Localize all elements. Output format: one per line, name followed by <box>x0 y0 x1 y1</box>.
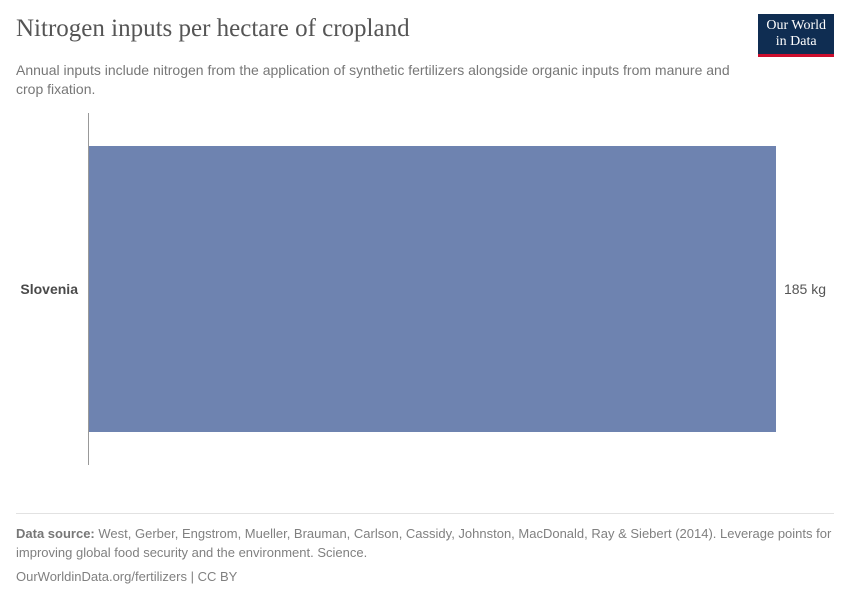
category-label: Slovenia <box>20 281 78 297</box>
footer-license: CC BY <box>198 569 238 584</box>
value-label: 185 kg <box>784 281 826 297</box>
bar-slovenia <box>89 146 776 432</box>
chart-footer: Data source: West, Gerber, Engstrom, Mue… <box>16 513 834 600</box>
footer-link[interactable]: OurWorldinData.org/fertilizers <box>16 569 187 584</box>
owid-logo[interactable]: Our World in Data <box>758 14 834 57</box>
footer-separator: | <box>187 569 198 584</box>
y-axis-labels: Slovenia <box>16 113 88 465</box>
chart-container: Nitrogen inputs per hectare of cropland … <box>0 0 850 600</box>
plot-area: 185 kg <box>88 113 834 465</box>
footer-link-row: OurWorldinData.org/fertilizers | CC BY <box>16 567 834 587</box>
chart-area: Slovenia 185 kg <box>16 113 834 513</box>
chart-title: Nitrogen inputs per hectare of cropland <box>16 14 410 44</box>
logo-line-2: in Data <box>776 34 817 50</box>
source-text: West, Gerber, Engstrom, Mueller, Brauman… <box>16 526 831 561</box>
logo-line-1: Our World <box>766 18 826 34</box>
source-label: Data source: <box>16 526 95 541</box>
source-line: Data source: West, Gerber, Engstrom, Mue… <box>16 524 834 563</box>
header-row: Nitrogen inputs per hectare of cropland … <box>16 14 834 57</box>
chart-subtitle: Annual inputs include nitrogen from the … <box>16 61 736 99</box>
